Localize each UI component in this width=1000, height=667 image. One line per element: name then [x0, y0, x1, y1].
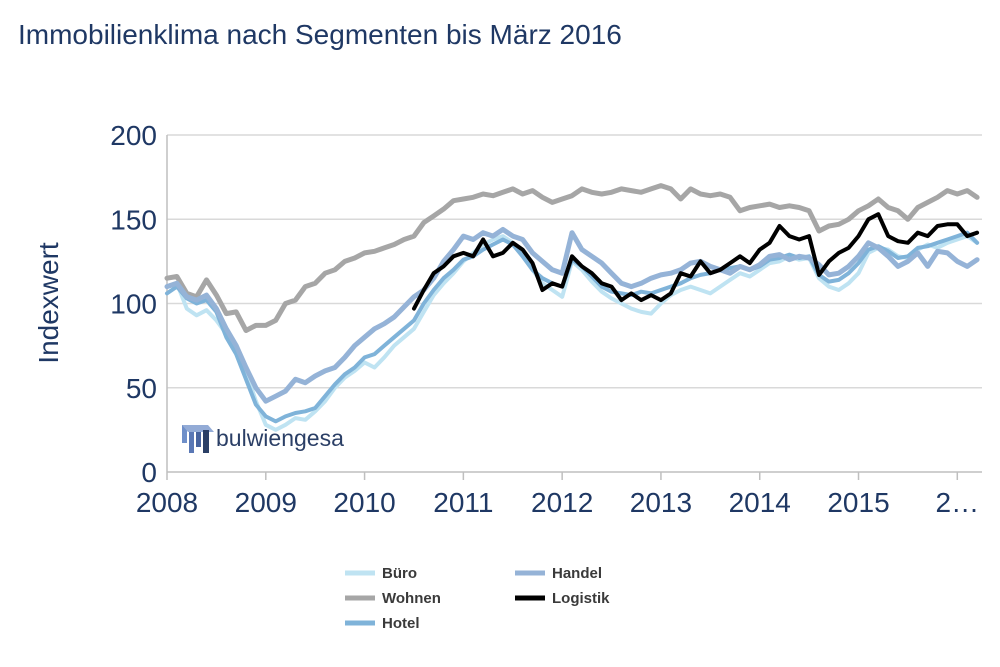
legend-label: Büro: [382, 565, 417, 582]
y-tick-50: 50: [126, 373, 157, 404]
y-tick-labels: 0 50 100 150 200: [110, 120, 157, 488]
x-tick-2015: 2015: [827, 487, 889, 518]
series-lines: [164, 183, 980, 432]
series-line-wohnen: [164, 183, 980, 333]
logo-mark-icon: [182, 425, 214, 453]
legend: Büro Handel Wohnen Logistik Hotel: [345, 565, 610, 632]
x-tick-labels: 2008 2009 2010 2011 2012 2013 2014 2015 2…: [136, 472, 979, 518]
x-tick-2014: 2014: [729, 487, 791, 518]
bulwiengesa-logo: bulwiengesa: [182, 425, 344, 453]
grid-lines: [167, 134, 982, 389]
y-tick-0: 0: [141, 457, 157, 488]
series-line-handel: [164, 226, 980, 404]
x-tick-2010: 2010: [333, 487, 395, 518]
axes: [166, 135, 982, 473]
legend-item-wohnen: Wohnen: [345, 590, 441, 607]
legend-item-hotel: Hotel: [345, 615, 420, 632]
legend-label: Hotel: [382, 615, 420, 632]
x-tick-2011: 2011: [433, 487, 493, 518]
x-tick-2013: 2013: [630, 487, 692, 518]
x-tick-2012: 2012: [531, 487, 593, 518]
legend-label: Wohnen: [382, 590, 441, 607]
x-tick-2009: 2009: [235, 487, 297, 518]
legend-item-logistik: Logistik: [515, 590, 610, 607]
series-line-logistik: [412, 212, 980, 311]
legend-label: Logistik: [552, 590, 610, 607]
chart-title: Immobilienklima nach Segmenten bis März …: [18, 19, 622, 50]
logo-text: bulwiengesa: [216, 425, 344, 451]
x-tick-2008: 2008: [136, 487, 198, 518]
x-tick-2…: 2…: [936, 487, 980, 518]
y-tick-150: 150: [110, 204, 157, 235]
legend-label: Handel: [552, 565, 602, 582]
y-axis-label: Indexwert: [33, 242, 64, 364]
legend-item-büro: Büro: [345, 565, 417, 582]
legend-item-handel: Handel: [515, 565, 602, 582]
y-tick-200: 200: [110, 120, 157, 151]
y-tick-100: 100: [110, 289, 157, 320]
